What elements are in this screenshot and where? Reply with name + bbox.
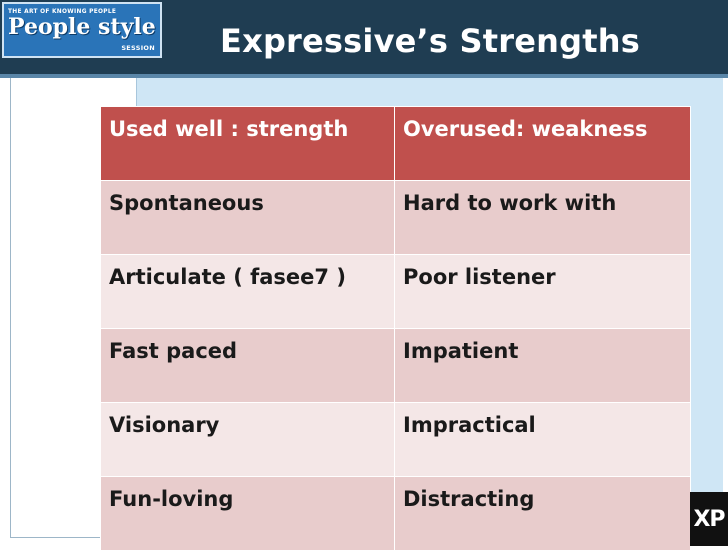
- people-style-logo: THE ART OF KNOWING PEOPLE People style S…: [2, 2, 162, 58]
- table-row: Articulate ( fasee7 ) Poor listener: [100, 254, 691, 329]
- weakness-cell: Hard to work with: [394, 180, 691, 255]
- header-strength: Used well : strength: [100, 106, 395, 181]
- strength-cell: Articulate ( fasee7 ): [100, 254, 395, 329]
- weakness-cell: Poor listener: [394, 254, 691, 329]
- title-bar-underline: [0, 74, 728, 78]
- table-row: Fun-loving Distracting: [100, 476, 691, 551]
- table-header-row: Used well : strength Overused: weakness: [100, 106, 691, 181]
- strength-cell: Visionary: [100, 402, 395, 477]
- weakness-cell: Distracting: [394, 476, 691, 551]
- table-row: Fast paced Impatient: [100, 328, 691, 403]
- strength-cell: Spontaneous: [100, 180, 395, 255]
- logo-name: People style: [8, 14, 156, 40]
- strength-cell: Fun-loving: [100, 476, 395, 551]
- weakness-cell: Impatient: [394, 328, 691, 403]
- table-row: Spontaneous Hard to work with: [100, 180, 691, 255]
- header-weakness: Overused: weakness: [394, 106, 691, 181]
- strength-cell: Fast paced: [100, 328, 395, 403]
- logo-subtitle: SESSION: [121, 44, 155, 52]
- logo-tagline: THE ART OF KNOWING PEOPLE: [8, 7, 117, 15]
- strengths-table: Used well : strength Overused: weakness …: [100, 106, 691, 551]
- slide-title: Expressive’s Strengths: [220, 22, 640, 60]
- xp-badge: XP: [690, 492, 728, 546]
- weakness-cell: Impractical: [394, 402, 691, 477]
- table-row: Visionary Impractical: [100, 402, 691, 477]
- frame-left-line: [10, 78, 11, 538]
